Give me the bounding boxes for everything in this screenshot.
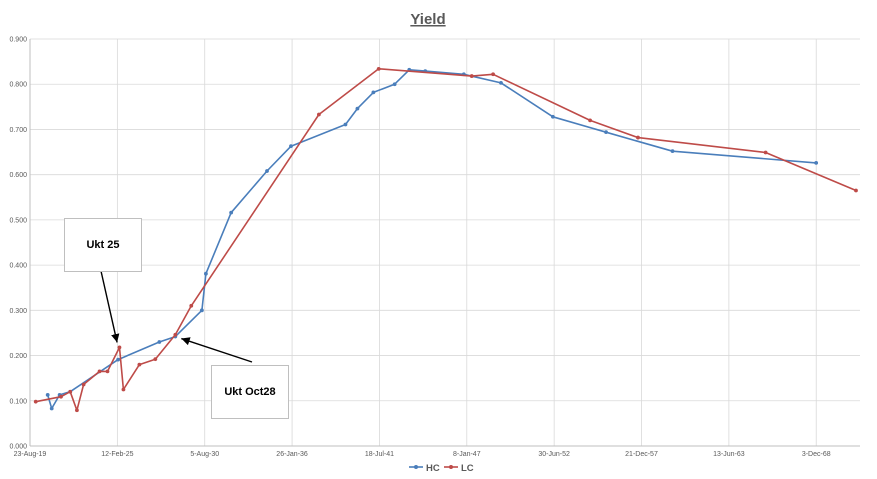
legend-hc-marker: [414, 465, 418, 469]
data-point-hc: [116, 357, 121, 362]
gridlines: [29, 38, 860, 447]
data-point-lc: [105, 369, 110, 374]
callout-ukt-oct28: Ukt Oct28: [211, 365, 289, 419]
data-point-hc: [670, 149, 675, 154]
x-tick-label: 3-Dec-68: [802, 451, 831, 458]
x-tick-label: 8-Jan-47: [453, 451, 481, 458]
data-point-hc: [499, 80, 503, 85]
data-point-lc: [121, 387, 126, 392]
data-point-lc: [854, 188, 858, 193]
x-tick-label: 30-Jun-52: [538, 451, 570, 458]
data-point-lc: [636, 135, 640, 140]
y-tick-label: 0.600: [9, 172, 27, 179]
data-point-lc: [75, 408, 79, 413]
x-tick-label: 12-Feb-25: [101, 451, 133, 458]
legend-hc-label: HC: [426, 463, 440, 474]
data-point-lc: [59, 394, 63, 399]
x-tick-label: 5-Aug-30: [190, 451, 219, 458]
data-point-hc: [49, 406, 54, 411]
data-point-hc: [550, 114, 555, 119]
y-tick-label: 0.700: [9, 127, 27, 134]
data-point-lc: [81, 382, 86, 387]
data-point-lc: [97, 369, 102, 374]
data-point-hc: [199, 308, 204, 313]
x-tick-label: 13-Jun-63: [713, 451, 745, 458]
data-point-lc: [376, 66, 381, 71]
data-point-lc: [469, 74, 474, 78]
series-line-lc: [35, 68, 857, 412]
data-point-hc: [604, 130, 608, 135]
data-point-lc: [137, 362, 142, 367]
data-point-lc: [117, 345, 122, 350]
data-point-hc: [265, 169, 269, 173]
data-point-hc: [343, 122, 348, 127]
data-point-lc: [588, 118, 593, 123]
data-point-hc: [203, 271, 208, 276]
y-tick-label: 0.300: [9, 308, 27, 315]
data-point-hc: [45, 392, 50, 397]
y-tick-label: 0.200: [9, 353, 27, 360]
data-point-lc: [763, 150, 768, 155]
data-point-lc: [153, 357, 158, 362]
series-lines: [33, 66, 858, 413]
y-tick-label: 0.100: [9, 398, 27, 405]
legend-lc-label: LC: [461, 463, 474, 474]
y-tick-label: 0.800: [9, 82, 27, 89]
data-point-lc: [173, 332, 178, 337]
x-tick-label: 26-Jan-36: [276, 451, 308, 458]
y-tick-label: 0.000: [9, 444, 27, 451]
legend: HC LC: [409, 463, 474, 474]
arrow-ukt-oct28: [181, 337, 253, 363]
x-tick-label: 21-Dec-57: [625, 451, 658, 458]
data-point-lc: [68, 389, 73, 394]
data-point-lc: [33, 399, 38, 404]
chart-title: Yield: [410, 11, 445, 28]
data-point-hc: [355, 106, 360, 111]
x-tick-label: 18-Jul-41: [365, 451, 394, 458]
arrow-ukt25: [100, 270, 120, 343]
data-point-hc: [289, 144, 293, 149]
data-point-hc: [157, 340, 162, 344]
axes: 0.000 0.100 0.200 0.300 0.400 0.500 0.600 0.700…: [9, 37, 860, 458]
series-line-hc: [46, 69, 817, 410]
data-point-hc: [814, 161, 819, 165]
annotation-arrows: [100, 270, 253, 363]
x-tick-label: 23-Aug-19: [14, 451, 47, 458]
y-tick-label: 0.500: [9, 217, 27, 224]
callout-ukt25: Ukt 25: [64, 218, 142, 272]
y-tick-label: 0.900: [9, 37, 27, 44]
data-point-hc: [229, 210, 234, 215]
data-point-hc: [371, 90, 376, 95]
data-point-lc: [491, 72, 495, 77]
data-point-hc: [392, 82, 397, 87]
data-point-lc: [189, 303, 194, 308]
legend-lc-marker: [449, 465, 453, 469]
y-tick-label: 0.400: [9, 263, 27, 270]
data-point-lc: [316, 112, 321, 117]
